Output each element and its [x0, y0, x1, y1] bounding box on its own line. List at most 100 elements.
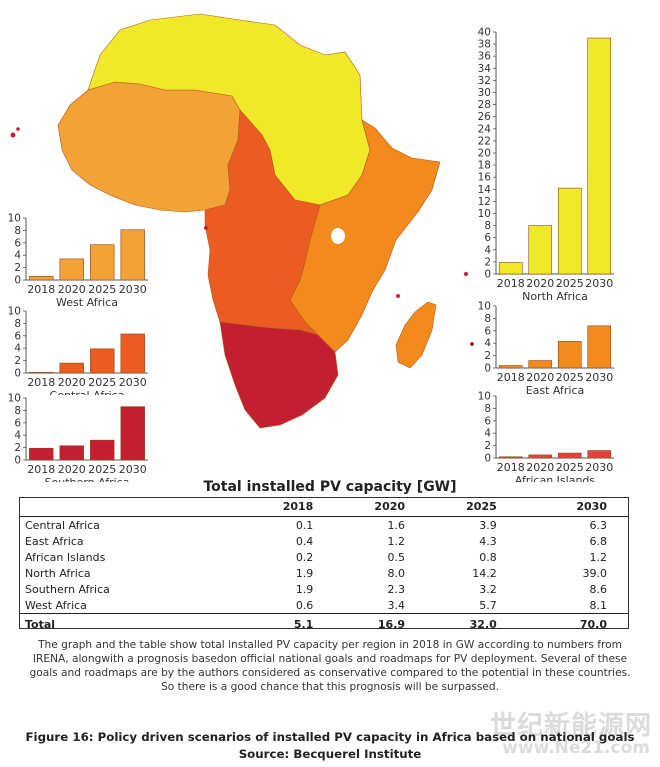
table-row: Southern Africa 1.9 2.3 3.2 8.6: [19, 581, 629, 597]
y-tick-label: 2: [484, 256, 491, 268]
y-tick-label: 32: [478, 75, 491, 87]
table-cell: 0.8: [479, 550, 497, 564]
caption-source: Source: Becquerel Institute: [238, 747, 422, 761]
y-tick-label: 2: [484, 350, 491, 362]
chart-title: West Africa: [56, 296, 118, 306]
table-cell: 2.3: [387, 582, 406, 596]
figure-description: The graph and the table show total insta…: [29, 639, 631, 693]
y-tick-label: 10: [478, 208, 491, 220]
map-island: [464, 272, 468, 276]
bar: [587, 325, 612, 369]
map-lake-victoria: [331, 228, 345, 244]
table-header-cell: [19, 497, 228, 517]
table-cell: Southern Africa: [25, 582, 110, 596]
y-tick-label: 10: [8, 306, 21, 318]
chart-title: East Africa: [526, 384, 585, 395]
table-cell: 5.7: [479, 598, 497, 612]
y-tick-label: 38: [478, 39, 491, 51]
table-cell: 0.5: [387, 550, 406, 564]
y-tick-label: 0: [14, 455, 21, 467]
x-tick-label: 2020: [58, 283, 86, 296]
chart-title: African Islands: [515, 474, 596, 482]
bar: [120, 229, 145, 281]
table-cell: 14.2: [472, 566, 497, 580]
table-cell: Total: [19, 613, 228, 634]
y-tick-label: 26: [478, 111, 492, 123]
table-row: North Africa 1.9 8.0 14.2 39.0: [19, 565, 629, 581]
map-region-southern-africa: [219, 321, 339, 429]
y-tick-label: 0: [14, 275, 21, 287]
map-region-west-africa: [57, 81, 241, 213]
y-tick-label: 4: [14, 343, 21, 355]
y-tick-label: 34: [478, 63, 492, 75]
y-tick-label: 4: [484, 244, 491, 256]
y-tick-label: 8: [14, 225, 21, 237]
bar: [498, 456, 523, 459]
bar: [29, 275, 54, 281]
table-cell: 8.0: [387, 566, 406, 580]
y-tick-label: 28: [478, 99, 491, 111]
table-cell: 3.2: [479, 582, 497, 596]
y-tick-label: 0: [484, 453, 491, 465]
y-tick-label: 16: [478, 172, 492, 184]
map-region-east-africa: [289, 119, 441, 353]
bar: [59, 362, 84, 374]
bar: [528, 360, 553, 369]
bar: [120, 333, 145, 374]
x-tick-label: 2020: [58, 376, 86, 389]
table-cell: 1.2: [589, 550, 608, 564]
map-island: [10, 132, 16, 138]
table-cell: 1.2: [387, 534, 406, 548]
bar: [557, 187, 582, 275]
y-tick-label: 30: [478, 87, 491, 99]
table-cell: 32.0: [411, 613, 503, 634]
watermark-text: 世纪新能源网: [489, 711, 652, 741]
x-tick-label: 2018: [497, 371, 525, 384]
capacity-table: 2018 2020 2025 2030 Central Africa 0.1 1…: [19, 497, 629, 634]
y-tick-label: 0: [484, 363, 491, 375]
x-tick-label: 2025: [556, 371, 584, 384]
bar: [29, 447, 54, 461]
table-cell: 0.2: [295, 550, 314, 564]
table-row: East Africa 0.4 1.2 4.3 6.8: [19, 533, 629, 549]
x-tick-label: 2018: [497, 461, 525, 474]
table-cell: Central Africa: [25, 518, 100, 532]
map-island: [470, 342, 474, 346]
table-cell: North Africa: [25, 566, 91, 580]
y-tick-label: 8: [14, 405, 21, 417]
table-cell: West Africa: [25, 598, 87, 612]
y-tick-label: 6: [14, 330, 21, 342]
x-tick-label: 2025: [556, 461, 584, 474]
bar: [557, 452, 582, 459]
bar: [59, 445, 84, 461]
y-tick-label: 6: [484, 232, 491, 244]
table-row: Central Africa 0.1 1.6 3.9 6.3: [19, 517, 629, 534]
bar: [528, 454, 553, 459]
caption-title: Figure 16: Policy driven scenarios of in…: [25, 730, 635, 744]
x-tick-label: 2020: [526, 277, 554, 290]
table-header-cell: 2030: [502, 497, 629, 517]
x-tick-label: 2025: [88, 463, 116, 476]
x-tick-label: 2018: [27, 463, 55, 476]
y-tick-label: 10: [8, 213, 21, 225]
x-tick-label: 2030: [585, 277, 613, 290]
y-tick-label: 20: [478, 148, 491, 160]
y-tick-label: 10: [8, 393, 21, 405]
y-tick-label: 8: [484, 313, 491, 325]
table-cell: 3.4: [387, 598, 406, 612]
y-tick-label: 4: [484, 338, 491, 350]
table-cell: 0.4: [295, 534, 314, 548]
y-tick-label: 4: [14, 430, 21, 442]
table-cell: 8.1: [589, 598, 608, 612]
watermark-url: www.Ne21.com: [502, 738, 650, 758]
y-tick-label: 24: [478, 123, 492, 135]
y-tick-label: 22: [478, 135, 491, 147]
table-header-cell: 2025: [411, 497, 503, 517]
bar: [120, 406, 145, 461]
y-tick-label: 6: [14, 237, 21, 249]
y-tick-label: 40: [478, 27, 491, 39]
y-tick-label: 8: [484, 403, 491, 415]
x-tick-label: 2025: [556, 277, 584, 290]
